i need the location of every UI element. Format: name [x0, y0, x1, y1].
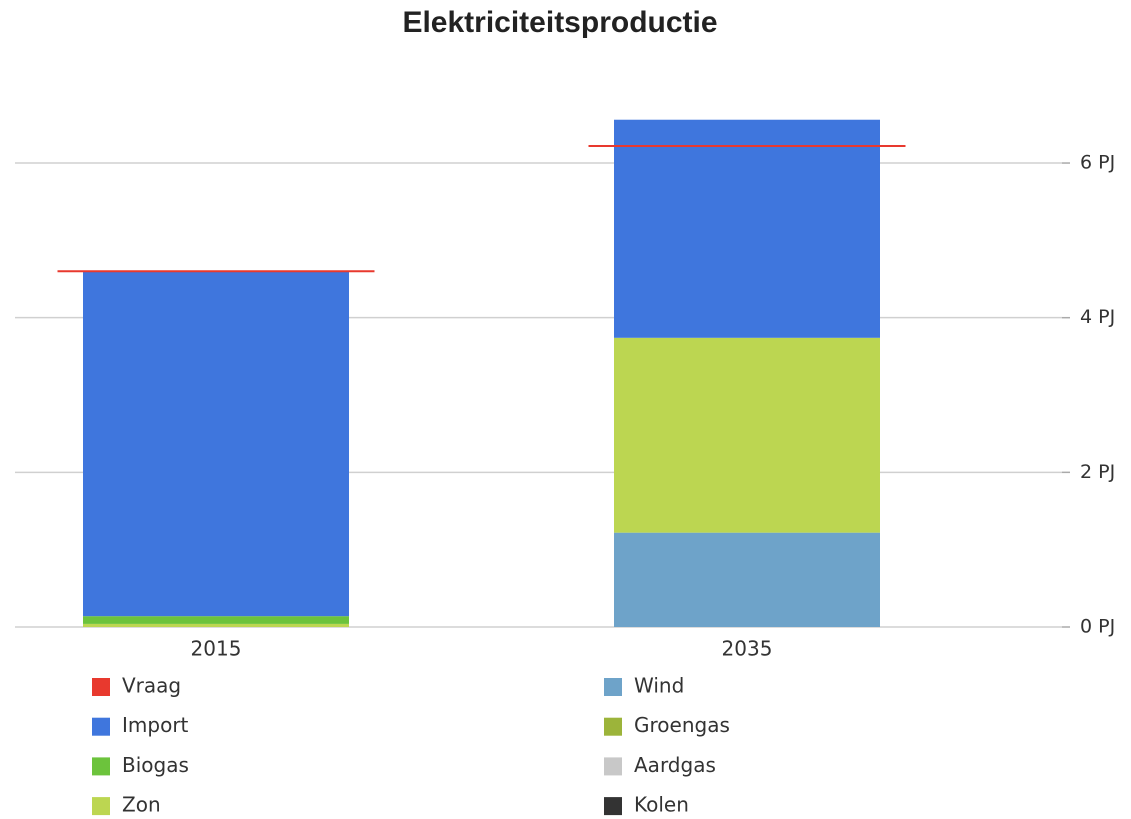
y-tick-label: 4 PJ	[1080, 306, 1115, 328]
legend-swatch	[604, 717, 622, 736]
bar-segment	[83, 271, 349, 617]
legend-label: Wind	[634, 674, 684, 698]
legend-label: Groengas	[634, 713, 730, 737]
bar-segment	[83, 623, 349, 627]
x-tick-label: 2035	[722, 637, 773, 661]
legend-label: Vraag	[122, 674, 181, 698]
bar-segment	[83, 616, 349, 624]
legend-swatch	[92, 797, 110, 816]
x-tick-label: 2015	[191, 637, 242, 661]
legend-swatch	[92, 678, 110, 696]
chart-title: Elektriciteitsproductie	[402, 6, 717, 39]
legend-swatch	[604, 797, 622, 816]
y-tick-label: 0 PJ	[1080, 616, 1115, 638]
legend-swatch	[604, 757, 622, 776]
legend-swatch	[92, 717, 110, 736]
bar-segment	[614, 532, 880, 627]
legend-swatch	[92, 757, 110, 776]
bar-segment	[614, 337, 880, 533]
legend-label: Zon	[122, 793, 161, 817]
bar-segment	[614, 119, 880, 338]
legend-label: Import	[122, 713, 189, 737]
legend-label: Aardgas	[634, 753, 716, 777]
y-tick-label: 6 PJ	[1080, 152, 1115, 174]
y-tick-label: 2 PJ	[1080, 461, 1115, 483]
legend-swatch	[604, 678, 622, 696]
legend-label: Kolen	[634, 793, 689, 817]
legend-label: Biogas	[122, 753, 189, 777]
